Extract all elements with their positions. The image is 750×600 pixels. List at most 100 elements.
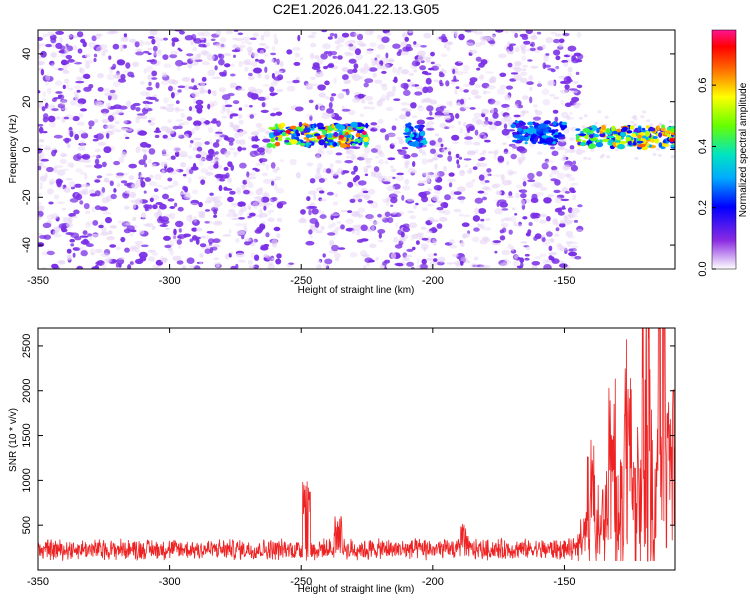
heatmap-cell xyxy=(363,264,367,269)
heatmap-cell xyxy=(134,41,140,48)
heatmap-cell xyxy=(85,221,94,225)
heatmap-signal-cell xyxy=(266,142,273,148)
heatmap-cell xyxy=(199,243,207,248)
heatmap-cell xyxy=(447,178,456,183)
heatmap-cell xyxy=(107,115,114,122)
heatmap-cell xyxy=(348,109,356,116)
heatmap-cell xyxy=(444,115,452,120)
heatmap-cell xyxy=(520,71,528,77)
heatmap-signal-cell xyxy=(284,139,290,143)
heatmap-signal-cell xyxy=(281,131,287,137)
heatmap-cell xyxy=(568,88,578,91)
heatmap-cell xyxy=(237,32,244,36)
heatmap-cell xyxy=(199,160,204,166)
heatmap-cell xyxy=(148,148,156,155)
heatmap-cell xyxy=(108,258,118,263)
heatmap-cell xyxy=(115,175,124,179)
heatmap-cell xyxy=(335,171,340,176)
heatmap-cell xyxy=(542,258,550,265)
heatmap-cell xyxy=(80,108,87,112)
heatmap-cell xyxy=(267,210,271,215)
heatmap-cell xyxy=(170,155,176,160)
heatmap-cell xyxy=(67,143,71,149)
heatmap-cell xyxy=(315,71,324,78)
heatmap-cell xyxy=(308,229,313,235)
heatmap-cell xyxy=(46,250,55,256)
heatmap-cell xyxy=(207,69,216,77)
heatmap-cell xyxy=(135,107,141,112)
heatmap-cell xyxy=(101,51,106,57)
heatmap-cell xyxy=(426,173,435,178)
heatmap-cell xyxy=(488,99,492,103)
heatmap-cell xyxy=(345,218,354,225)
heatmap-cell xyxy=(548,255,553,261)
heatmap-cell xyxy=(151,252,159,256)
heatmap-cell xyxy=(84,59,94,64)
heatmap-cell xyxy=(135,51,144,56)
heatmap-cell xyxy=(576,31,582,38)
heatmap-cell xyxy=(515,192,520,199)
heatmap-cell xyxy=(66,222,73,228)
heatmap-cell xyxy=(380,83,387,87)
heatmap-cell xyxy=(398,114,407,120)
heatmap-cell xyxy=(101,118,110,124)
heatmap-cell xyxy=(128,175,135,181)
heatmap-cell xyxy=(502,151,512,155)
heatmap-cell xyxy=(529,47,536,52)
heatmap-cell xyxy=(334,33,338,39)
heatmap-cell xyxy=(221,115,228,119)
heatmap-cell xyxy=(200,50,208,55)
heatmap-signal-cell xyxy=(637,126,642,132)
heatmap-cell xyxy=(276,233,281,239)
heatmap-signal-cell xyxy=(280,122,286,128)
heatmap-cell xyxy=(441,68,445,72)
heatmap-cell xyxy=(235,238,240,243)
heatmap-cell xyxy=(568,137,575,141)
heatmap-cell xyxy=(373,166,380,173)
heatmap-cell xyxy=(326,108,334,115)
heatmap-cell xyxy=(55,42,63,50)
heatmap-cell xyxy=(479,132,485,136)
heatmap-signal-cell xyxy=(561,121,568,126)
heatmap-cell xyxy=(317,84,326,91)
heatmap-cell xyxy=(472,215,481,222)
heatmap-cell xyxy=(536,171,543,177)
heatmap-cell xyxy=(422,191,431,195)
heatmap-cell xyxy=(253,264,260,269)
heatmap-signal-cell xyxy=(269,133,274,139)
heatmap-cell xyxy=(390,204,394,207)
heatmap-cell xyxy=(479,35,488,41)
heatmap-cell xyxy=(479,152,486,156)
heatmap-cell xyxy=(286,85,296,92)
heatmap-cell xyxy=(563,164,571,169)
heatmap-cell xyxy=(84,53,91,58)
heatmap-cell xyxy=(182,265,187,269)
heatmap-cell xyxy=(259,49,264,55)
heatmap-cell xyxy=(234,37,244,41)
heatmap-cell xyxy=(251,136,256,142)
heatmap-cell xyxy=(96,46,103,53)
heatmap-cell xyxy=(181,77,191,82)
heatmap-cell xyxy=(191,227,198,232)
heatmap-cell xyxy=(482,196,487,201)
heatmap-cell xyxy=(482,186,490,191)
heatmap-cell xyxy=(597,110,602,114)
heatmap-cell xyxy=(60,59,68,66)
heatmap-cell xyxy=(568,176,576,182)
heatmap-cell xyxy=(385,106,394,111)
heatmap-cell xyxy=(444,194,451,201)
heatmap-cell xyxy=(535,192,544,197)
heatmap-cell xyxy=(541,162,549,170)
heatmap-signal-cell xyxy=(632,141,637,146)
heatmap-cell xyxy=(506,85,513,90)
heatmap-cell xyxy=(159,203,167,210)
heatmap-cell xyxy=(195,227,203,232)
heatmap-cell xyxy=(312,62,320,68)
heatmap-cell xyxy=(50,37,57,44)
heatmap-cell xyxy=(400,108,406,112)
heatmap-cell xyxy=(235,223,243,227)
heatmap-cell xyxy=(401,146,409,150)
heatmap-cell xyxy=(255,162,262,166)
heatmap-cell xyxy=(135,146,141,154)
heatmap-cell xyxy=(84,173,88,180)
